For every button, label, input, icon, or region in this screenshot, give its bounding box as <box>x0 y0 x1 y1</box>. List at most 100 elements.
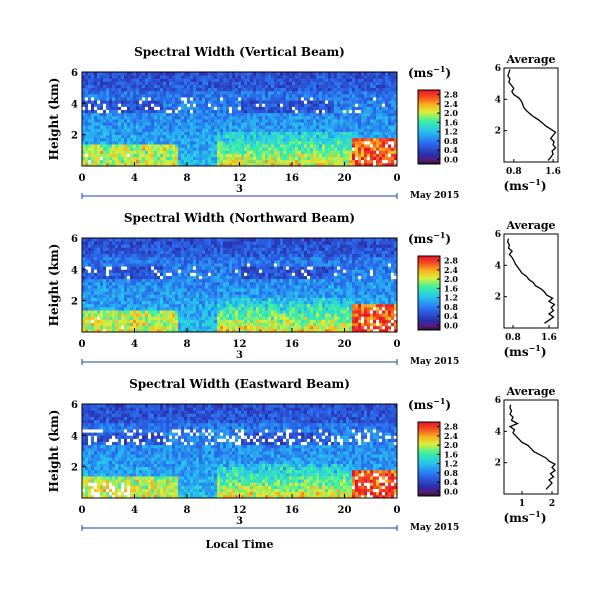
heatmap-cell <box>310 87 314 92</box>
heatmap-cell <box>97 119 101 123</box>
heatmap-cell <box>343 131 347 136</box>
heatmap-cell <box>130 156 134 161</box>
heatmap-cell <box>97 328 101 333</box>
heatmap-cell <box>388 159 392 164</box>
heatmap-cell <box>172 147 176 151</box>
heatmap-cell <box>139 100 143 104</box>
heatmap-cell <box>178 244 182 248</box>
heatmap-cell <box>85 303 89 308</box>
heatmap-cell <box>181 100 185 104</box>
heatmap-cell <box>154 87 158 92</box>
heatmap-cell <box>199 256 203 261</box>
heatmap-cell <box>94 303 98 308</box>
heatmap-cell <box>244 128 248 132</box>
heatmap-cell <box>220 266 224 270</box>
heatmap-cell <box>202 150 206 154</box>
heatmap-cell <box>106 153 110 157</box>
heatmap-cell <box>283 106 287 110</box>
heatmap-cell <box>160 106 164 110</box>
heatmap-cell <box>253 119 257 123</box>
heatmap-cell <box>82 122 86 126</box>
heatmap-cell <box>328 159 332 164</box>
heatmap-cell <box>97 238 101 242</box>
heatmap-cell <box>229 272 233 276</box>
heatmap-cell <box>253 275 257 280</box>
x-tick-label: 0 <box>79 173 86 184</box>
heatmap-cell <box>106 97 110 101</box>
heatmap-cell <box>175 153 179 157</box>
heatmap-cell <box>100 259 104 264</box>
heatmap-cell <box>82 93 86 98</box>
heatmap-cell <box>166 100 170 104</box>
heatmap-cell <box>208 291 212 295</box>
heatmap-cell <box>217 159 221 164</box>
heatmap-cell <box>85 241 89 245</box>
heatmap-cell <box>391 115 395 120</box>
heatmap-cell <box>241 263 245 267</box>
heatmap-cell <box>376 103 380 107</box>
heatmap-cell <box>91 297 95 302</box>
heatmap-cell <box>247 300 251 305</box>
heatmap-cell <box>91 263 95 267</box>
heatmap-cell <box>238 241 242 245</box>
heatmap-cell <box>172 244 176 248</box>
heatmap-cell <box>109 87 113 92</box>
heatmap-cell <box>157 313 161 317</box>
heatmap-cell <box>376 156 380 161</box>
heatmap-cell <box>97 140 101 145</box>
heatmap-cell <box>88 112 92 117</box>
heatmap-cell <box>358 81 362 85</box>
heatmap-cell <box>250 122 254 126</box>
heatmap-cell <box>322 119 326 123</box>
heatmap-cell <box>88 115 92 120</box>
heatmap-cell <box>94 313 98 317</box>
heatmap-cell <box>103 125 107 129</box>
heatmap-cell <box>151 162 155 167</box>
heatmap-cell <box>145 109 149 114</box>
heatmap-cell <box>256 90 260 95</box>
heatmap-cell <box>229 115 233 120</box>
heatmap-cell <box>181 297 185 302</box>
heatmap-cell <box>190 244 194 248</box>
heatmap-cell <box>118 109 122 114</box>
heatmap-cell <box>154 147 158 151</box>
heatmap-cell <box>208 256 212 261</box>
heatmap-cell <box>313 122 317 126</box>
heatmap-cell <box>367 128 371 132</box>
heatmap-cell <box>292 128 296 132</box>
heatmap-cell <box>391 109 395 114</box>
heatmap-cell <box>394 150 398 154</box>
heatmap-cell <box>199 316 203 320</box>
heatmap-cell <box>310 115 314 120</box>
heatmap-cell <box>244 310 248 314</box>
heatmap-cell <box>217 84 221 89</box>
heatmap-cell <box>265 72 269 76</box>
heatmap-cell <box>190 106 194 110</box>
heatmap-cell <box>136 125 140 129</box>
heatmap-cell <box>238 119 242 123</box>
heatmap-cell <box>298 153 302 157</box>
heatmap-cell <box>103 100 107 104</box>
heatmap-cell <box>235 256 239 261</box>
heatmap-cell <box>256 84 260 89</box>
heatmap-cell <box>364 137 368 142</box>
heatmap-cell <box>175 93 179 98</box>
heatmap-cell <box>163 310 167 314</box>
heatmap-cell <box>292 72 296 76</box>
heatmap-cell <box>268 103 272 107</box>
heatmap-cell <box>172 263 176 267</box>
heatmap-cell <box>328 84 332 89</box>
heatmap-cell <box>313 134 317 139</box>
heatmap-cell <box>154 297 158 302</box>
heatmap-cell <box>109 119 113 123</box>
heatmap-cell <box>358 137 362 142</box>
heatmap-cell <box>235 259 239 264</box>
heatmap-cell <box>97 103 101 107</box>
heatmap-cell <box>274 72 278 76</box>
heatmap-cell <box>121 153 125 157</box>
heatmap-cell <box>82 322 86 327</box>
heatmap-cell <box>322 122 326 126</box>
heatmap-cell <box>262 97 266 101</box>
heatmap-cell <box>385 150 389 154</box>
heatmap-cell <box>88 134 92 139</box>
